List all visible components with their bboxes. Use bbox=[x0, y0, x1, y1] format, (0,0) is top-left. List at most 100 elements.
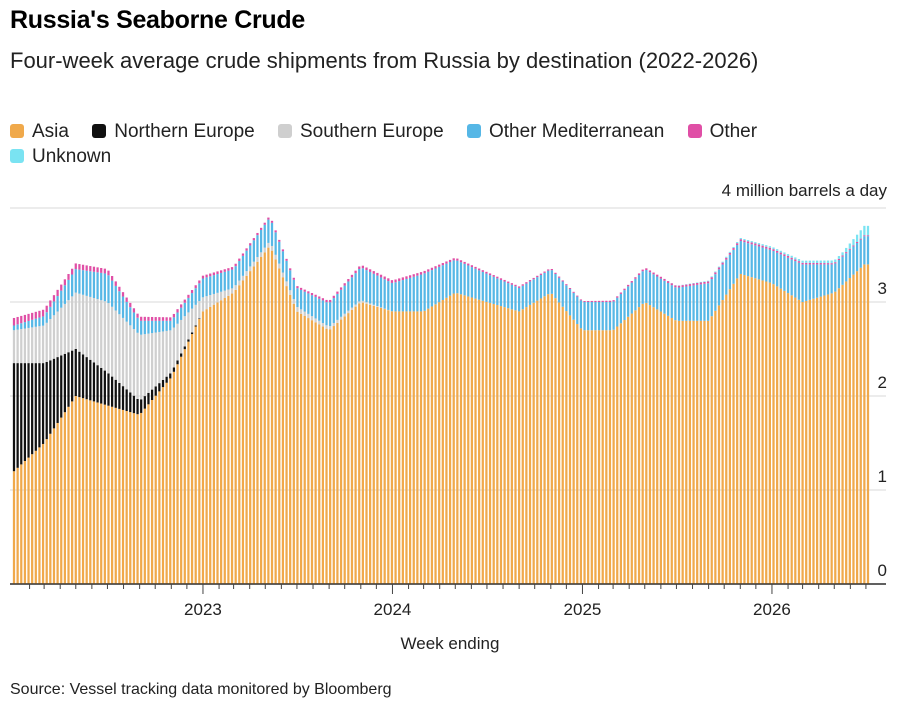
bar-segment bbox=[627, 316, 630, 584]
bar-segment bbox=[405, 311, 408, 584]
bar-segment bbox=[281, 251, 285, 273]
bar-segment bbox=[71, 401, 74, 584]
bar-segment bbox=[481, 271, 484, 301]
bar-segment bbox=[292, 277, 295, 280]
bar-segment bbox=[129, 412, 132, 584]
bar-segment bbox=[783, 290, 786, 584]
bar-segment bbox=[441, 263, 444, 266]
bar-segment bbox=[63, 285, 66, 304]
bar-segment bbox=[63, 353, 66, 413]
bar-segment bbox=[60, 417, 63, 584]
bar-segment bbox=[205, 277, 208, 297]
bar-segment bbox=[797, 262, 801, 300]
bar-segment bbox=[259, 227, 263, 230]
bar-segment bbox=[147, 404, 150, 584]
bar-segment bbox=[78, 264, 81, 270]
bar-segment bbox=[456, 293, 459, 584]
bar-segment bbox=[507, 308, 510, 584]
bar-segment bbox=[845, 252, 848, 254]
bar-segment bbox=[743, 242, 746, 276]
bar-segment bbox=[194, 325, 197, 327]
bar-segment bbox=[187, 339, 190, 342]
bar-segment bbox=[180, 304, 183, 308]
bar-segment bbox=[296, 311, 299, 584]
bar-segment bbox=[329, 329, 332, 584]
bar-segment bbox=[579, 300, 583, 329]
bar-segment bbox=[187, 297, 190, 313]
bar-segment bbox=[754, 278, 757, 584]
bar-segment bbox=[478, 270, 481, 300]
x-tick-label: 2024 bbox=[374, 600, 412, 619]
bar-segment bbox=[274, 232, 277, 255]
bar-segment bbox=[659, 311, 662, 584]
bar-segment bbox=[863, 236, 866, 265]
bar-segment bbox=[325, 325, 328, 329]
bar-segment bbox=[103, 273, 106, 302]
bar-segment bbox=[92, 266, 96, 272]
bar-segment bbox=[329, 326, 332, 330]
bar-segment bbox=[56, 289, 59, 297]
bar-segment bbox=[481, 270, 484, 272]
bar-segment bbox=[41, 316, 45, 326]
bar-segment bbox=[750, 242, 753, 245]
bar-segment bbox=[743, 240, 746, 243]
bar-segment bbox=[648, 305, 652, 584]
bar-segment bbox=[289, 270, 292, 291]
bar-segment bbox=[299, 313, 303, 584]
bar-segment bbox=[71, 296, 74, 351]
bar-segment bbox=[772, 251, 775, 285]
bar-segment bbox=[536, 300, 539, 584]
bar-segment bbox=[71, 268, 74, 275]
y-axis-unit-label: 4 million barrels a day bbox=[721, 181, 887, 200]
bar-segment bbox=[274, 230, 277, 233]
bar-segment bbox=[289, 294, 292, 584]
bar-segment bbox=[52, 358, 56, 429]
bar-segment bbox=[303, 291, 306, 312]
bar-segment bbox=[132, 308, 136, 313]
bar-segment bbox=[594, 302, 597, 331]
bar-segment bbox=[329, 299, 332, 303]
bar-segment bbox=[161, 379, 165, 388]
bar-segment bbox=[706, 320, 710, 584]
bar-segment bbox=[463, 261, 466, 264]
bar-segment bbox=[209, 273, 212, 277]
bar-segment bbox=[16, 316, 19, 325]
bar-segment bbox=[354, 306, 357, 584]
bar-segment bbox=[503, 279, 506, 282]
bar-segment bbox=[826, 264, 830, 295]
bar-segment bbox=[256, 257, 259, 262]
bar-segment bbox=[23, 363, 27, 461]
bar-segment bbox=[845, 281, 848, 584]
bar-segment bbox=[318, 296, 321, 299]
bar-segment bbox=[688, 284, 692, 286]
bar-segment bbox=[750, 244, 753, 278]
bar-segment bbox=[114, 310, 117, 380]
bar-segment bbox=[201, 278, 205, 298]
bar-segment bbox=[514, 284, 517, 287]
bar-segment bbox=[307, 291, 310, 294]
bar-segment bbox=[63, 303, 66, 354]
bar-segment bbox=[866, 236, 870, 265]
bar-segment bbox=[136, 398, 139, 415]
bar-segment bbox=[568, 315, 572, 584]
bar-segment bbox=[590, 302, 593, 331]
bar-segment bbox=[129, 392, 132, 413]
bar-segment bbox=[776, 250, 779, 253]
bar-segment bbox=[583, 302, 586, 331]
bar-segment bbox=[329, 302, 332, 327]
bar-segment bbox=[667, 315, 670, 584]
bar-segment bbox=[830, 263, 833, 265]
bar-segment bbox=[652, 272, 655, 275]
bar-segment bbox=[863, 264, 866, 584]
bar-segment bbox=[180, 353, 183, 357]
bar-segment bbox=[772, 249, 775, 252]
bar-segment bbox=[528, 280, 532, 282]
bar-segment bbox=[129, 307, 132, 326]
bar-segment bbox=[761, 245, 764, 248]
bar-segment bbox=[816, 297, 819, 584]
bar-segment bbox=[129, 302, 132, 308]
bar-segment bbox=[339, 289, 343, 317]
bar-segment bbox=[518, 311, 521, 584]
bar-segment bbox=[74, 292, 77, 349]
bar-segment bbox=[441, 265, 444, 300]
